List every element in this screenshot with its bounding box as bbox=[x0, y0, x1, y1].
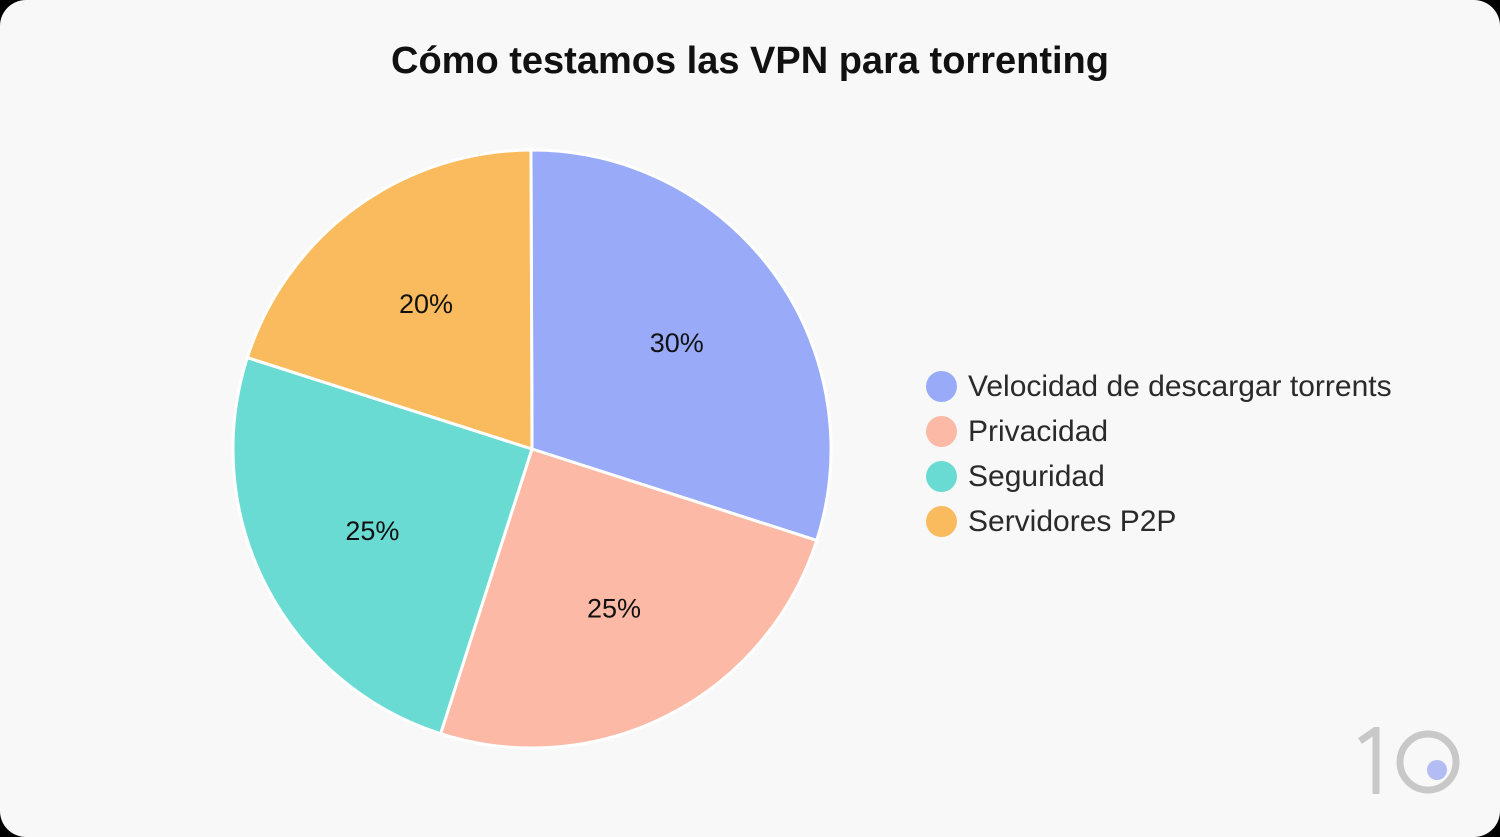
pie-slice-2 bbox=[439, 447, 819, 750]
legend-label: Servidores P2P bbox=[968, 504, 1177, 538]
chart-title: Cómo testamos las VPN para torrenting bbox=[391, 40, 1109, 82]
logo-digit-one bbox=[1358, 727, 1380, 794]
legend-swatch bbox=[926, 416, 957, 447]
legend-swatch bbox=[926, 371, 957, 402]
slice-value-label: 20% bbox=[399, 289, 453, 319]
legend-label: Velocidad de descargar torrents bbox=[968, 369, 1392, 403]
legend-item: Velocidad de descargar torrents bbox=[926, 364, 1392, 409]
logo-digit-zero bbox=[1396, 730, 1460, 794]
slice-value-label: 25% bbox=[587, 594, 641, 624]
legend-swatch bbox=[926, 506, 957, 537]
legend-item: Servidores P2P bbox=[926, 499, 1392, 544]
chart-legend: Velocidad de descargar torrents Privacida… bbox=[926, 364, 1392, 544]
legend-item: Seguridad bbox=[926, 454, 1392, 499]
10-logo bbox=[1358, 727, 1460, 794]
slice-value-label: 25% bbox=[345, 516, 399, 546]
pie-slice-4 bbox=[245, 148, 534, 451]
legend-label: Privacidad bbox=[968, 414, 1109, 448]
legend-item: Privacidad bbox=[926, 409, 1392, 454]
pie-slice-3 bbox=[231, 356, 534, 736]
logo-dot bbox=[1427, 760, 1447, 780]
legend-label: Seguridad bbox=[968, 459, 1105, 493]
slice-value-label: 30% bbox=[650, 328, 704, 358]
legend-swatch bbox=[926, 461, 957, 492]
pie-slice-1 bbox=[529, 148, 833, 542]
